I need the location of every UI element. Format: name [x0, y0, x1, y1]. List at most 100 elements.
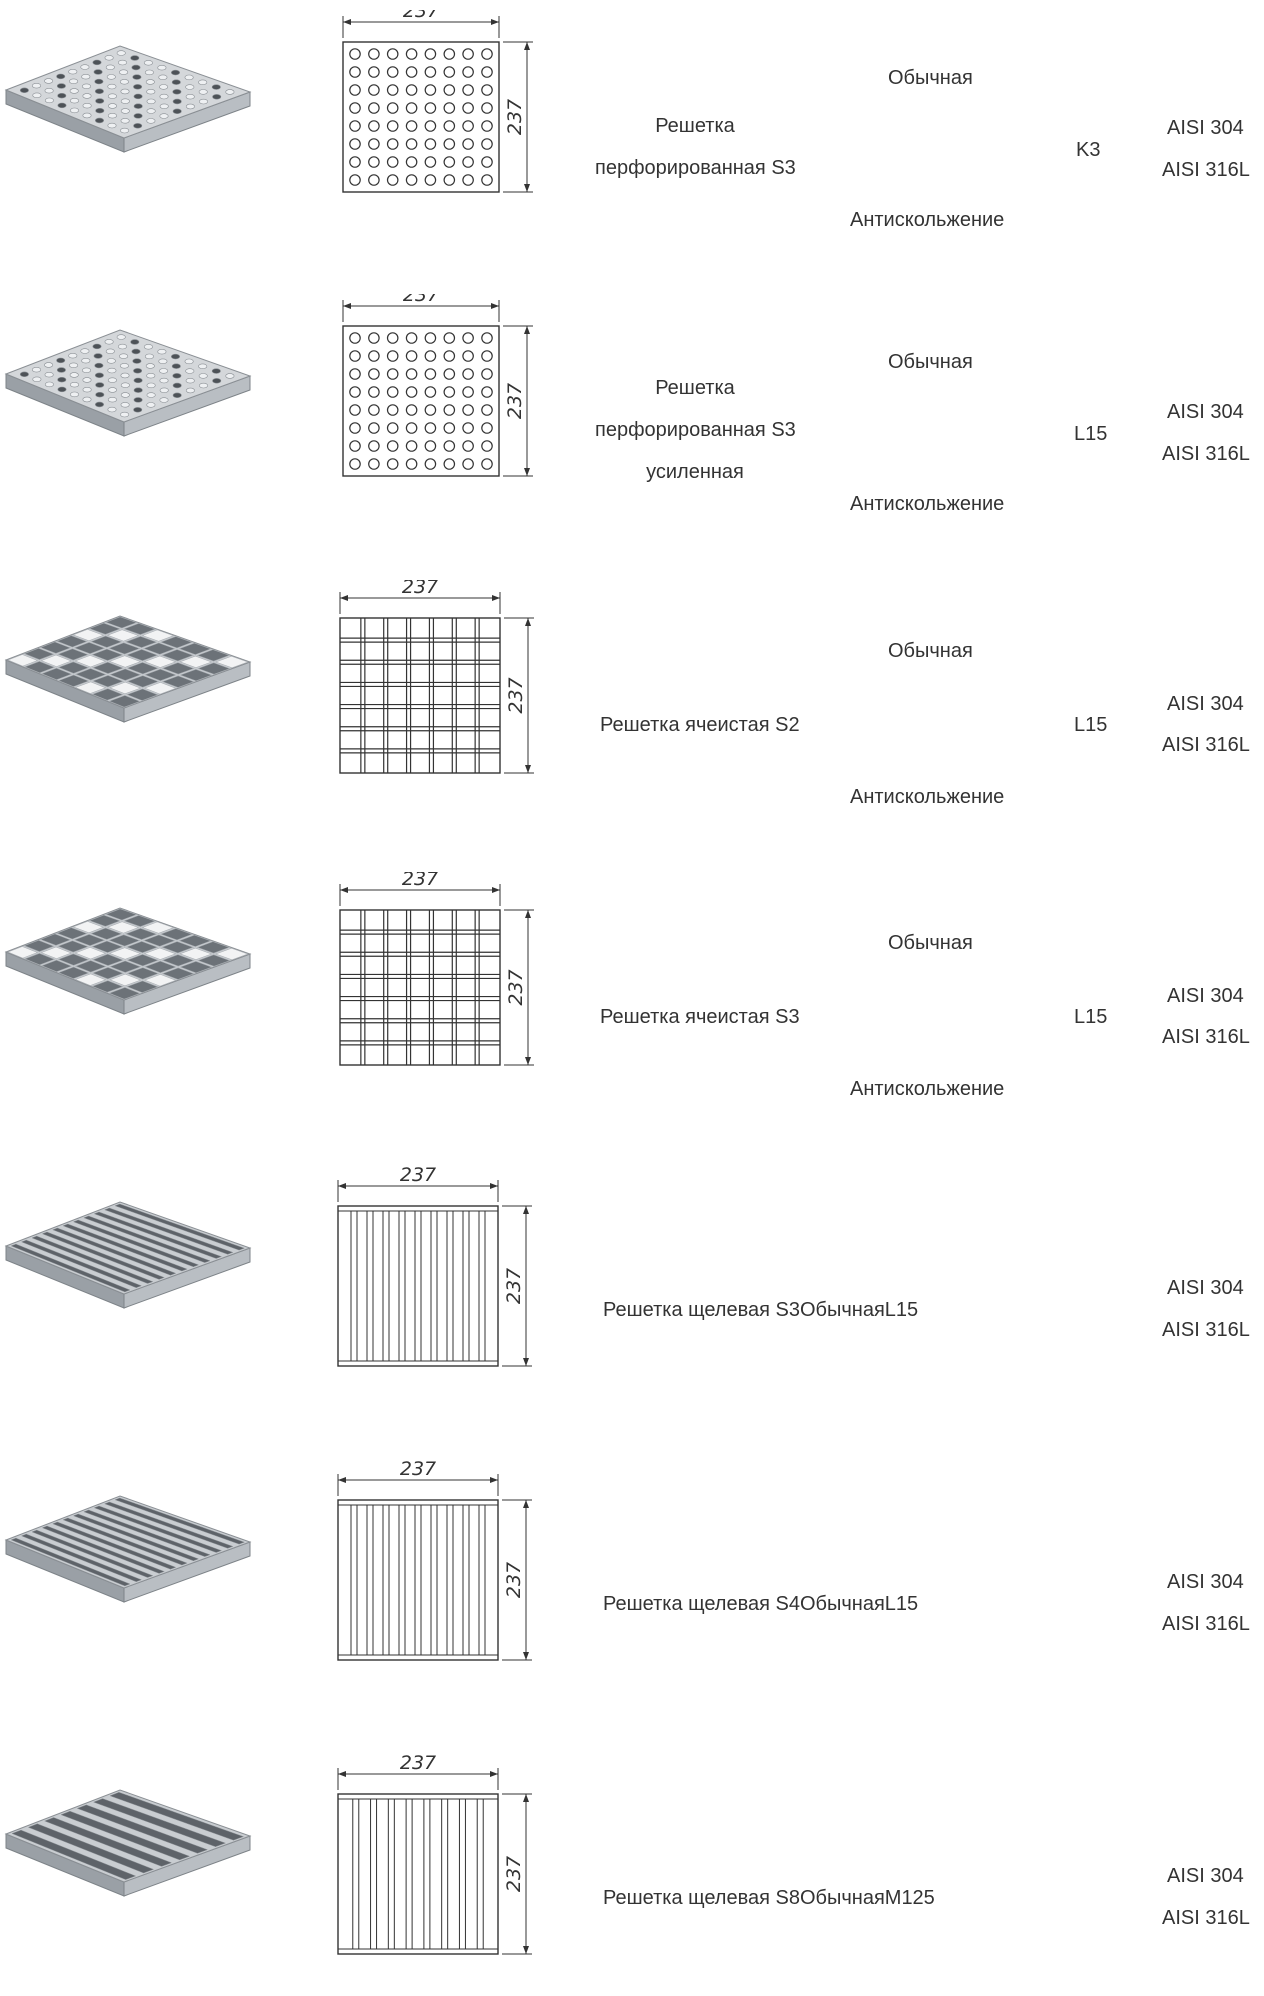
mesh-cell	[57, 966, 90, 979]
perforation-hole	[143, 344, 153, 350]
perforation-hole	[185, 103, 195, 110]
slot-opening	[11, 1829, 137, 1880]
perforation-hole	[172, 98, 182, 105]
slot-opening	[20, 1239, 143, 1288]
perforation-hole	[405, 48, 418, 60]
mesh-cell	[57, 940, 89, 953]
perforation-hole	[44, 97, 54, 104]
surface-regular: Обычная	[888, 67, 973, 89]
mesh-cell	[72, 628, 105, 642]
perforation-hole	[133, 387, 143, 393]
mesh-cell	[91, 674, 125, 688]
perforation-hole	[349, 156, 361, 168]
dimension-arrow	[340, 887, 348, 893]
load-class: L15	[1074, 714, 1108, 736]
perforation-hole	[368, 332, 380, 344]
perforation-hole	[119, 69, 129, 75]
dimension-arrow	[525, 618, 531, 626]
material-aisi-304: AISI 304	[1167, 985, 1244, 1007]
perforation-hole	[94, 78, 104, 85]
perforation-hole	[405, 120, 418, 132]
perforation-hole	[108, 103, 118, 109]
perforation-hole	[481, 332, 493, 344]
perforation-hole	[107, 367, 117, 374]
perforation-hole	[159, 368, 169, 374]
material-aisi-304: AISI 304	[1167, 401, 1244, 423]
grating-photo	[4, 907, 252, 1015]
perforation-hole	[146, 382, 156, 389]
mesh-cell	[144, 960, 177, 974]
mesh-cell	[124, 927, 158, 941]
perforation-hole	[57, 102, 67, 109]
material-aisi-316l: AISI 316L	[1162, 1907, 1250, 1929]
perforation-hole	[94, 372, 104, 379]
perforation-hole	[118, 59, 128, 66]
perforation-hole	[386, 350, 399, 362]
perforation-hole	[462, 332, 474, 344]
mesh-cell	[106, 921, 140, 934]
perforation-hole	[144, 69, 154, 76]
mesh-cell	[126, 954, 160, 967]
mesh-cell	[179, 947, 213, 961]
mesh-cell	[56, 927, 88, 940]
grating-drawing: 237 237	[337, 1166, 532, 1367]
dimension-arrow	[523, 1946, 529, 1954]
perforation-hole	[95, 98, 105, 104]
perforation-hole	[405, 84, 418, 96]
perforation-hole	[349, 440, 361, 452]
mesh-cell	[142, 934, 176, 947]
slot-opening	[62, 1517, 188, 1566]
perforation-hole	[107, 406, 117, 413]
perforation-hole	[443, 386, 456, 398]
perforation-hole	[82, 396, 92, 403]
perforation-hole	[349, 350, 361, 362]
mesh-cell	[91, 661, 124, 675]
dimension-arrow	[523, 1358, 529, 1366]
perforation-hole	[44, 87, 54, 94]
mesh-cell	[39, 933, 72, 946]
perforation-hole	[349, 48, 361, 60]
perforation-hole	[405, 66, 418, 78]
perforation-hole	[172, 89, 182, 95]
perforation-hole	[44, 371, 54, 378]
perforation-hole	[44, 78, 54, 84]
perforation-hole	[92, 343, 102, 350]
perforation-hole	[133, 113, 143, 119]
perforation-hole	[171, 79, 181, 85]
surface-antislip: Антискольжение	[850, 786, 1005, 808]
perforation-hole	[158, 74, 168, 81]
perforation-hole	[57, 376, 67, 383]
product-name: Решетка перфорированная S3 усиленная	[595, 377, 796, 483]
mesh-cell	[143, 973, 177, 987]
mesh-cell	[73, 641, 106, 655]
perforation-hole	[95, 401, 105, 408]
perforation-hole	[56, 357, 66, 364]
perforation-hole	[70, 107, 80, 114]
perforation-hole	[82, 367, 92, 374]
slot-opening	[93, 1211, 223, 1259]
grating-row: 237 237 Решетка щелевая S4ОбычнаяL15 AISI…	[0, 1460, 1264, 1700]
perforation-hole	[120, 118, 130, 124]
perforation-hole	[405, 102, 418, 114]
perforation-hole	[56, 73, 66, 80]
mesh-cell	[143, 655, 177, 668]
mesh-cell	[141, 629, 175, 642]
perforation-hole	[211, 84, 221, 90]
dimension-width-label: 237	[400, 1460, 436, 1480]
perforation-hole	[405, 156, 418, 168]
perforation-hole	[481, 84, 493, 96]
perforation-hole	[82, 93, 92, 99]
slot-opening	[72, 1513, 200, 1562]
perforation-hole	[349, 138, 361, 150]
perforation-hole	[349, 332, 361, 344]
perforation-hole	[56, 83, 66, 89]
grating-outline	[339, 617, 501, 774]
dimension-arrow	[524, 468, 530, 476]
perforation-hole	[368, 440, 380, 452]
perforation-hole	[198, 89, 208, 95]
mesh-cell	[88, 914, 121, 927]
grating-row: 237 237 Решетка ячеистая S3 Обычная Антис…	[0, 872, 1264, 1112]
perforation-hole	[69, 362, 79, 369]
grating-outline	[337, 1205, 499, 1367]
perforation-hole	[118, 343, 128, 350]
